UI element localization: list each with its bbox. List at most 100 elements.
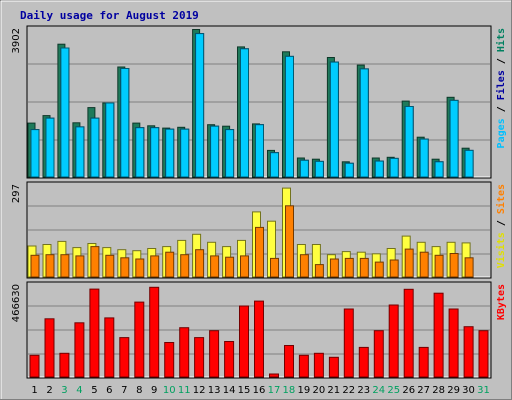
bar-kbytes-day-21 [328,356,339,378]
bar-pages-day-11 [180,128,190,178]
x-tick-label-12: 12 [193,385,206,396]
bar-pages-day-12 [195,33,205,178]
right-legend: Visits / Sites [495,184,507,268]
bar-kbytes-day-1 [29,354,40,378]
bar-sites-day-7 [120,257,130,278]
bar-kbytes-day-19 [298,354,309,378]
x-tick-label-14: 14 [223,385,236,396]
panels-group: 3902 Pages / Files / Hits 297 Visits / Site… [11,25,507,379]
bar-pages-day-7 [120,68,130,178]
bar-pages-day-24 [374,160,384,178]
panel-pages-files-hits: 3902 Pages / Files / Hits [11,25,507,179]
bar-kbytes-day-23 [358,346,369,378]
bar-sites-day-6 [105,254,115,278]
bar-sites-day-16 [255,226,264,278]
bar-sites-day-28 [434,254,444,278]
x-tick-labels: 1 2 3 4 5 6 7 8 9 10 11 12 13 14 15 16 17 18 19 20 21 22 23 24 2… [31,385,490,396]
bar-sites-day-21 [329,258,339,278]
x-tick-label-15: 15 [238,385,251,396]
bar-pages-day-28 [434,161,444,178]
x-tick-label-8: 8 [136,385,142,396]
bar-pages-day-27 [419,138,429,178]
bar-pages-day-17 [270,152,279,178]
bar-pages-day-23 [359,68,369,178]
bar-sites-day-3 [60,254,70,278]
bar-sites-day-13 [210,255,220,278]
x-tick-label-3: 3 [61,385,67,396]
x-tick-label-31: 31 [477,385,490,396]
bar-sites-day-24 [374,261,384,278]
bar-sites-day-19 [299,254,309,278]
right-legend: Pages / Files / Hits [495,28,507,148]
bar-pages-day-10 [165,128,175,178]
bar-kbytes-day-29 [448,308,459,378]
bar-pages-day-29 [449,99,459,178]
legend-part: KBytes [496,284,507,320]
bar-kbytes-day-14 [224,341,235,378]
bar-pages-day-8 [135,127,145,178]
panel-kbytes: 466630 KBytes [11,281,507,379]
bar-sites-day-22 [344,257,354,278]
bar-sites-day-17 [270,257,279,278]
legend-part: / [496,100,507,118]
legend-part: Hits [495,28,507,52]
bar-pages-day-18 [285,55,294,178]
x-tick-label-11: 11 [178,385,191,396]
bar-kbytes-day-8 [134,301,145,378]
x-tick-label-7: 7 [121,385,127,396]
bar-kbytes-day-18 [284,345,294,378]
bar-kbytes-day-10 [164,342,175,378]
bar-kbytes-day-2 [44,318,55,378]
y-max-label: 466630 [11,284,22,322]
bar-pages-day-13 [210,125,220,178]
x-tick-label-19: 19 [298,385,311,396]
bar-sites-day-30 [464,257,474,278]
x-tick-label-9: 9 [151,385,157,396]
bar-kbytes-day-16 [254,300,264,378]
x-tick-label-4: 4 [76,385,82,396]
bar-sites-day-27 [419,251,429,278]
x-tick-label-24: 24 [372,385,385,396]
bar-kbytes-day-6 [104,317,115,378]
bar-pages-day-25 [389,157,399,178]
panel-visits-sites: 297 Visits / Sites [11,181,507,279]
x-tick-label-2: 2 [46,385,52,396]
x-tick-label-16: 16 [253,385,266,396]
bar-sites-day-4 [75,255,85,278]
x-tick-label-5: 5 [91,385,97,396]
bar-sites-day-9 [150,255,160,278]
bar-kbytes-day-9 [149,286,160,378]
bar-kbytes-day-28 [433,292,444,378]
bar-pages-day-9 [150,127,160,178]
bar-pages-day-16 [255,124,264,178]
bar-kbytes-day-3 [59,352,70,378]
bar-sites-day-26 [404,248,414,278]
x-tick-label-1: 1 [31,385,37,396]
x-tick-label-18: 18 [283,385,296,396]
x-tick-label-13: 13 [208,385,221,396]
bar-pages-day-5 [90,117,100,178]
bar-kbytes-day-25 [388,304,399,378]
y-max-label: 3902 [11,28,22,53]
chart-title: Daily usage for August 2019 [20,9,199,22]
bar-sites-day-8 [135,258,145,278]
bar-kbytes-day-5 [89,288,100,378]
bar-sites-day-10 [165,251,175,278]
bar-pages-day-2 [45,117,55,178]
bar-kbytes-day-30 [463,326,474,378]
bar-sites-day-14 [225,256,235,278]
bar-kbytes-day-4 [74,322,85,378]
x-tick-label-26: 26 [402,385,415,396]
bar-pages-day-3 [60,47,70,178]
bar-sites-day-5 [90,246,100,278]
bar-kbytes-day-24 [373,330,384,378]
x-tick-label-10: 10 [163,385,176,396]
x-tick-label-29: 29 [447,385,460,396]
right-legend: KBytes [496,284,507,320]
bar-pages-day-20 [314,160,324,178]
bar-pages-day-21 [329,61,339,178]
bar-pages-day-6 [105,102,115,178]
bar-kbytes-day-13 [209,330,220,378]
x-tick-label-28: 28 [432,385,445,396]
